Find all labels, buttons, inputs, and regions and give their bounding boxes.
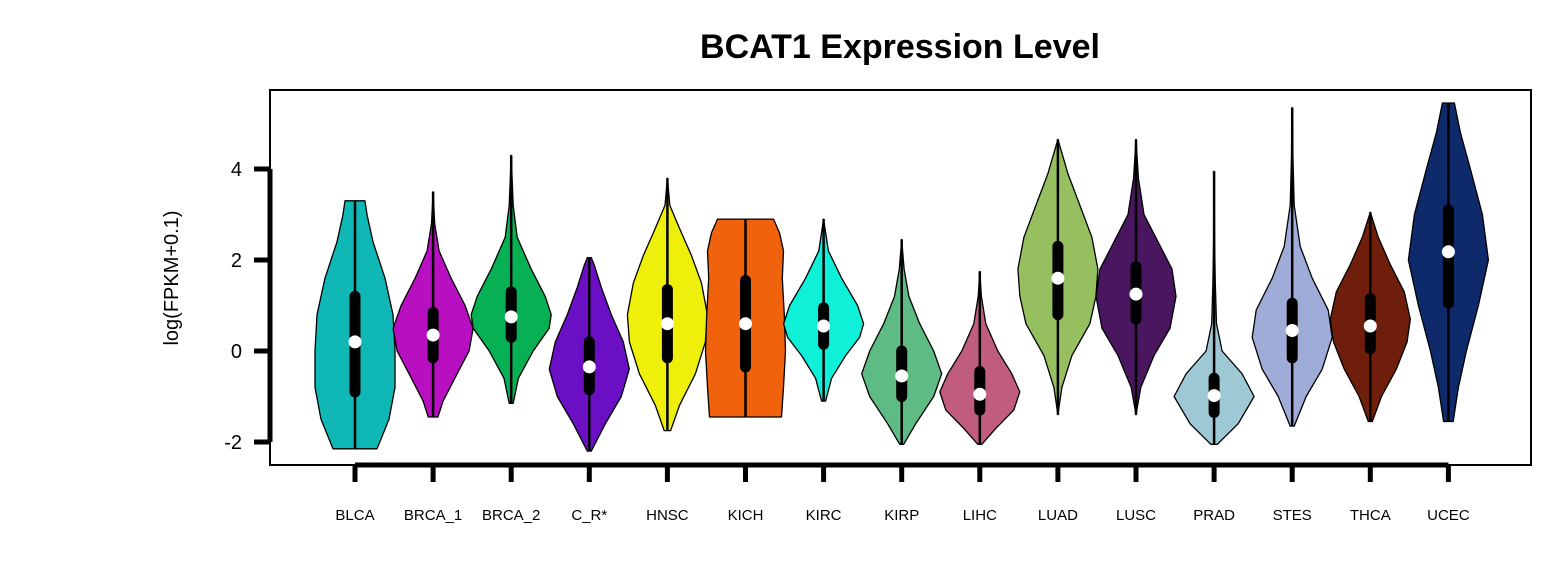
violin-hnsc bbox=[626, 177, 709, 432]
violin-median-point bbox=[348, 335, 362, 349]
violin-thca bbox=[1329, 211, 1411, 423]
y-tick-label: 0 bbox=[231, 341, 242, 363]
x-axis: BLCA BRCA_1 BRCA_2 C_R* HNSC KICH KIRC KIRP LIHC… bbox=[335, 462, 1470, 524]
x-tick-label: KICH bbox=[728, 507, 764, 524]
violin-median-point bbox=[817, 319, 831, 333]
y-axis: -2 0 2 4 bbox=[224, 159, 273, 454]
x-tick-label: HNSC bbox=[646, 507, 689, 524]
y-tick-label: 4 bbox=[231, 159, 242, 181]
violin-median-point bbox=[1441, 245, 1455, 259]
violin-median-point bbox=[973, 387, 987, 401]
violin-kirc bbox=[782, 218, 865, 402]
violin-median-point bbox=[504, 310, 518, 324]
violin-median-point bbox=[660, 317, 674, 331]
violin-median-point bbox=[1129, 287, 1143, 301]
violin-brca-2 bbox=[470, 154, 552, 404]
y-axis-label: log(FPKM+0.1) bbox=[161, 210, 183, 345]
x-tick-label: C_R* bbox=[571, 507, 607, 524]
violin-lihc bbox=[939, 270, 1021, 445]
violin-luad bbox=[1017, 138, 1099, 416]
x-tick-label: KIRC bbox=[806, 507, 842, 524]
y-tick-label: 2 bbox=[231, 250, 242, 272]
x-tick-label: UCEC bbox=[1427, 507, 1470, 524]
violin-median-point bbox=[895, 369, 909, 383]
violin-stes bbox=[1251, 106, 1333, 427]
violin-median-point bbox=[1207, 389, 1221, 403]
violin-blca bbox=[314, 200, 396, 450]
violin-median-point bbox=[1051, 271, 1065, 285]
x-tick-label: LUSC bbox=[1116, 507, 1156, 524]
violin-ucec bbox=[1407, 102, 1490, 423]
x-tick-label: KIRP bbox=[884, 507, 919, 524]
violin-kirp bbox=[861, 238, 943, 445]
violin-median-point bbox=[1285, 324, 1299, 338]
x-tick-label: THCA bbox=[1350, 507, 1391, 524]
violin-median-point bbox=[1363, 319, 1377, 333]
violin-kich bbox=[704, 218, 787, 418]
x-tick-label: STES bbox=[1273, 507, 1312, 524]
chart-title: BCAT1 Expression Level bbox=[700, 28, 1100, 66]
y-tick-label: -2 bbox=[224, 432, 242, 454]
x-tick-label: PRAD bbox=[1193, 507, 1235, 524]
violin-brca-1 bbox=[392, 191, 474, 418]
x-tick-label: LUAD bbox=[1038, 507, 1078, 524]
violin-lusc bbox=[1095, 138, 1177, 416]
violin-median-point bbox=[426, 328, 440, 342]
violin-c-r- bbox=[548, 257, 630, 452]
violin-median-point bbox=[739, 317, 752, 331]
violins bbox=[314, 102, 1490, 452]
x-tick-label: BRCA_1 bbox=[404, 507, 462, 524]
violin-median-point bbox=[582, 360, 596, 374]
violin-prad bbox=[1173, 170, 1255, 445]
x-tick-label: BRCA_2 bbox=[482, 507, 540, 524]
x-tick-label: LIHC bbox=[963, 507, 997, 524]
x-tick-label: BLCA bbox=[335, 507, 374, 524]
